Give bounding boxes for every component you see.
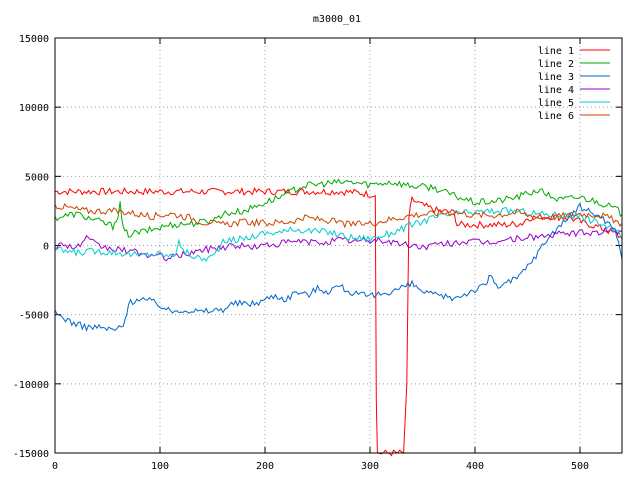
y-tick-label: -10000: [13, 380, 49, 391]
legend-label: line 4: [538, 85, 574, 96]
series-line-5: [54, 207, 623, 263]
legend-label: line 5: [538, 98, 574, 109]
x-tick-label: 300: [361, 461, 379, 472]
y-tick-label: 0: [43, 242, 49, 253]
y-tick-label: -5000: [19, 311, 49, 322]
x-tick-label: 500: [571, 461, 589, 472]
series-line-1: [54, 186, 623, 457]
y-tick-label: -15000: [13, 449, 49, 460]
x-tick-label: 0: [52, 461, 58, 472]
series-lines: [54, 178, 623, 457]
series-line-3: [54, 202, 623, 332]
series-line-2: [54, 178, 623, 238]
legend: line 1 line 2 line 3 line 4 line 5 line 6: [538, 46, 610, 122]
plot-frame: [54, 37, 623, 454]
series-line-6: [54, 203, 623, 229]
legend-label: line 6: [538, 111, 574, 122]
axis-ticks: 0 100 200 300 400 500 -15000 -10000 -5000 0 5000 10…: [13, 34, 622, 472]
y-tick-label: 10000: [19, 103, 49, 114]
y-tick-label: 5000: [25, 172, 49, 183]
legend-label: line 2: [538, 59, 574, 70]
legend-label: line 3: [538, 72, 574, 83]
x-tick-label: 100: [151, 461, 169, 472]
x-tick-label: 400: [466, 461, 484, 472]
y-tick-label: 15000: [19, 34, 49, 45]
x-tick-label: 200: [256, 461, 274, 472]
chart-title: m3000_01: [313, 14, 361, 25]
legend-label: line 1: [538, 46, 574, 57]
grid: [55, 38, 622, 453]
